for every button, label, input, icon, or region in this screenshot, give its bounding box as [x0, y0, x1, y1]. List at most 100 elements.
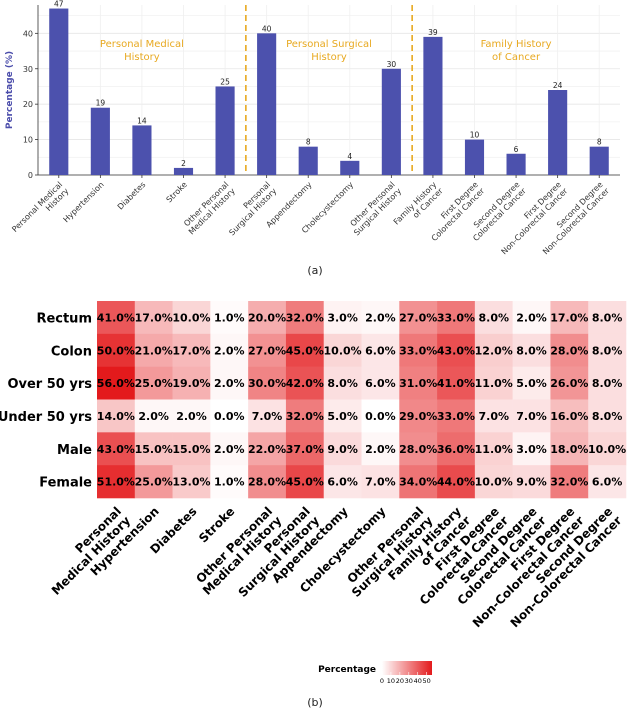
- cell-value: 42.0%: [286, 377, 324, 390]
- cell-value: 2.0%: [365, 443, 396, 456]
- data-label: 8: [306, 138, 311, 147]
- cell-value: 11.0%: [475, 377, 513, 390]
- cell-value: 8.0%: [592, 410, 623, 423]
- x-tick-label: Stroke: [165, 180, 189, 204]
- x-tick-label: Diabetes: [116, 180, 147, 211]
- heatmap-cell: [588, 399, 627, 433]
- heatmap-cell: [550, 432, 589, 466]
- heatmap-cell: [361, 333, 400, 367]
- data-label: 39: [428, 28, 438, 37]
- heatmap-cell: [437, 301, 476, 335]
- heatmap-cell: [210, 465, 249, 499]
- heatmap-cell: [361, 465, 400, 499]
- x-tick-label: Other PersonalMedical History: [181, 180, 238, 237]
- cell-value: 25.0%: [135, 377, 173, 390]
- cell-value: 33.0%: [399, 344, 437, 357]
- bar: [298, 146, 318, 175]
- cell-value: 1.0%: [214, 311, 245, 324]
- heatmap-cell: [437, 465, 476, 499]
- cell-value: 28.0%: [399, 443, 437, 456]
- data-label: 2: [181, 159, 186, 168]
- panel-caption: (a): [307, 264, 322, 277]
- heatmap-cell: [248, 301, 287, 335]
- heatmap-cell: [588, 465, 627, 499]
- heatmap-cell: [285, 333, 325, 367]
- cell-value: 32.0%: [550, 476, 588, 489]
- x-tick-label-line: Hypertension: [62, 180, 106, 224]
- x-tick-label: Personal MedicalHistory: [10, 180, 70, 240]
- heatmap-cell: [437, 333, 476, 367]
- cell-value: 36.0%: [437, 443, 475, 456]
- cell-value: 50.0%: [97, 344, 135, 357]
- cell-value: 32.0%: [286, 311, 324, 324]
- data-label: 19: [96, 99, 106, 108]
- heatmap-cell: [399, 301, 438, 335]
- cell-value: 16.0%: [550, 410, 588, 423]
- bar: [257, 33, 277, 176]
- heatmap-cell: [97, 399, 136, 433]
- cell-value: 56.0%: [97, 377, 135, 390]
- cell-value: 8.0%: [327, 377, 358, 390]
- heatmap-cell: [512, 333, 551, 367]
- heatmap-cell: [550, 366, 589, 400]
- bar: [340, 160, 360, 175]
- heatmap-cell: [361, 399, 400, 433]
- cell-value: 7.0%: [252, 410, 283, 423]
- cell-value: 6.0%: [592, 476, 623, 489]
- cell-value: 17.0%: [550, 311, 588, 324]
- heatmap-panel: 41.0% 17.0% 10.0% 1.0% 20.0% 32.0% 3.0% 2.0% 27.…: [0, 301, 627, 709]
- heatmap-cell: [285, 301, 325, 335]
- cell-value: 7.0%: [516, 410, 547, 423]
- legend-title: Percentage: [318, 665, 376, 675]
- heatmap-cell: [134, 366, 173, 400]
- heatmap-cell: [588, 301, 627, 335]
- heatmap-cell: [97, 301, 136, 335]
- cell-value: 2.0%: [516, 311, 547, 324]
- cell-value: 13.0%: [172, 476, 210, 489]
- cell-value: 2.0%: [214, 344, 245, 357]
- heatmap-cell: [512, 465, 551, 499]
- x-tick-label-line: Stroke: [165, 180, 189, 204]
- cell-value: 45.0%: [286, 476, 324, 489]
- cell-value: 2.0%: [214, 377, 245, 390]
- cell-value: 8.0%: [592, 377, 623, 390]
- cell-value: 41.0%: [97, 311, 135, 324]
- cell-value: 5.0%: [327, 410, 358, 423]
- cell-value: 26.0%: [550, 377, 588, 390]
- heatmap-cell: [474, 465, 513, 499]
- legend-tick-label: 0: [380, 677, 384, 685]
- group-label-line: of Cancer: [492, 52, 541, 63]
- cell-value: 27.0%: [248, 344, 286, 357]
- bar: [381, 68, 401, 175]
- cell-value: 6.0%: [365, 377, 396, 390]
- heatmap-cell: [323, 366, 362, 400]
- bar: [423, 36, 443, 175]
- cell-value: 0.0%: [365, 410, 396, 423]
- y-tick-label: 10: [23, 136, 33, 145]
- y-tick-label: 30: [23, 65, 33, 74]
- heatmap-cell: [399, 465, 438, 499]
- data-label: 40: [262, 24, 272, 33]
- row-label: Male: [57, 443, 92, 458]
- cell-value: 17.0%: [135, 311, 173, 324]
- cell-value: 10.0%: [324, 344, 362, 357]
- legend-tick-label: 50: [423, 677, 431, 685]
- cell-value: 2.0%: [138, 410, 169, 423]
- heatmap-cell: [285, 465, 325, 499]
- heatmap-cell: [550, 465, 589, 499]
- bar: [90, 107, 110, 175]
- cell-value: 8.0%: [592, 344, 623, 357]
- cell-value: 34.0%: [399, 476, 437, 489]
- heatmap-cell: [134, 432, 173, 466]
- cell-value: 10.0%: [588, 443, 626, 456]
- heatmap-cell: [361, 301, 400, 335]
- heatmap-cell: [512, 301, 551, 335]
- data-label: 25: [220, 77, 230, 86]
- group-label-line: History: [124, 52, 160, 63]
- heatmap-cell: [172, 465, 211, 499]
- heatmap-cell: [323, 432, 362, 466]
- cell-value: 41.0%: [437, 377, 475, 390]
- cell-value: 3.0%: [327, 311, 358, 324]
- cell-value: 14.0%: [97, 410, 135, 423]
- heatmap-cell: [323, 399, 362, 433]
